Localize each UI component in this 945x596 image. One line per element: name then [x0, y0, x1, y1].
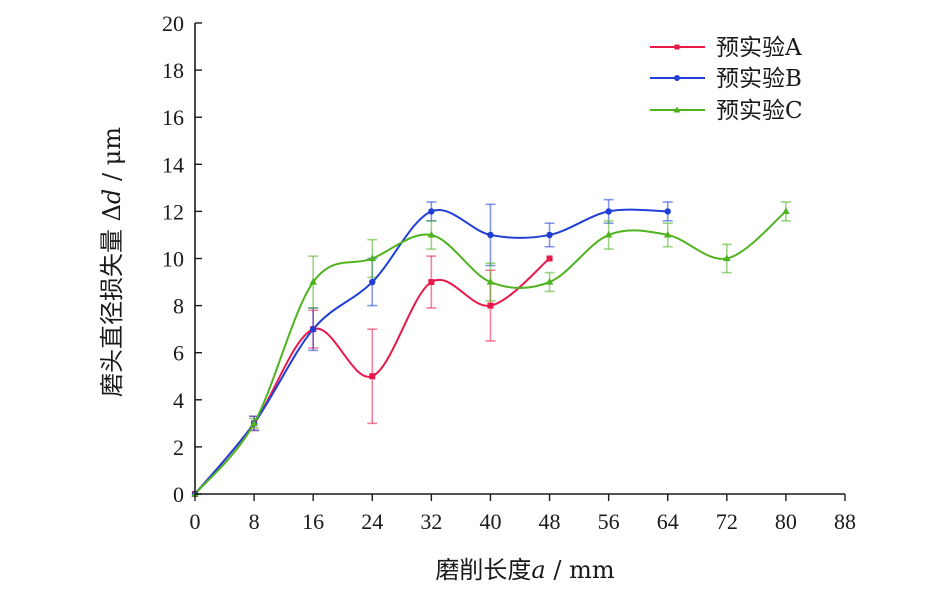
y-axis-unit: / μm	[98, 127, 126, 189]
data-point-c	[309, 278, 317, 285]
legend-item-c: 预实验C	[650, 98, 803, 124]
y-tick-label: 4	[173, 388, 184, 413]
y-tick-label: 20	[162, 11, 184, 36]
x-tick-label: 40	[479, 509, 501, 534]
x-tick-label: 8	[249, 509, 260, 534]
x-tick-label: 72	[716, 509, 738, 534]
data-point-a	[487, 302, 494, 309]
x-tick-label: 0	[190, 509, 201, 534]
data-point-c	[723, 254, 731, 262]
x-tick-label: 56	[598, 509, 620, 534]
data-point-c	[663, 230, 672, 238]
legend-item-b: 预实验B	[650, 66, 802, 92]
x-tick-label: 32	[420, 509, 442, 534]
data-point-c	[368, 254, 377, 262]
y-tick-label: 8	[173, 294, 184, 319]
x-axis-unit: / mm	[546, 556, 615, 584]
data-point-a	[369, 373, 376, 380]
data-point-c	[604, 230, 613, 238]
data-point-c	[782, 207, 790, 214]
x-tick-label: 88	[834, 509, 856, 534]
x-tick-label: 48	[539, 509, 561, 534]
x-tick-label: 24	[361, 509, 383, 534]
series-line-b	[194, 208, 668, 495]
y-tick-label: 12	[162, 199, 184, 224]
axes	[194, 23, 845, 495]
legend-item-a: 预实验A	[650, 35, 802, 61]
y-tick-label: 10	[162, 247, 184, 272]
data-point-c	[486, 278, 495, 285]
legend-marker-b	[674, 75, 680, 81]
x-axis-title: 磨削长度a / mm	[435, 556, 614, 584]
y-tick-label: 6	[173, 341, 184, 366]
data-point-b	[546, 231, 553, 239]
x-tick-label: 16	[302, 509, 324, 534]
data-point-c	[545, 278, 554, 285]
error-bars	[249, 198, 791, 432]
legend-label-b: 预实验B	[716, 66, 802, 92]
data-point-c	[250, 419, 258, 426]
legend-label-c: 预实验C	[716, 98, 803, 124]
legend-marker-a	[674, 44, 680, 50]
data-point-c	[427, 230, 436, 238]
y-tick-label: 16	[162, 105, 184, 130]
series-line-c	[194, 210, 787, 495]
data-point-b	[664, 208, 671, 215]
data-point-a	[546, 255, 553, 262]
x-axis-variable: a	[531, 556, 545, 584]
legend: 预实验A 预实验B 预实验C	[650, 35, 803, 124]
y-axis-title: 磨头直径损失量 Δd / μm	[98, 127, 126, 397]
data-point-a	[428, 279, 435, 286]
y-tick-label: 14	[162, 152, 184, 177]
x-tick-label: 64	[657, 509, 679, 534]
data-point-b	[428, 208, 435, 215]
legend-label-a: 预实验A	[716, 35, 802, 61]
data-point-b	[309, 325, 317, 333]
x-tick-label: 80	[775, 509, 797, 534]
y-tick-label: 18	[162, 58, 184, 83]
y-axis-variable: d	[98, 189, 126, 204]
y-tick-label: 2	[173, 435, 184, 460]
legend-marker-c	[673, 106, 681, 113]
data-point-b	[605, 208, 612, 215]
y-tick-label: 0	[173, 482, 184, 507]
data-point-b	[487, 231, 494, 239]
data-point-b	[369, 278, 376, 286]
